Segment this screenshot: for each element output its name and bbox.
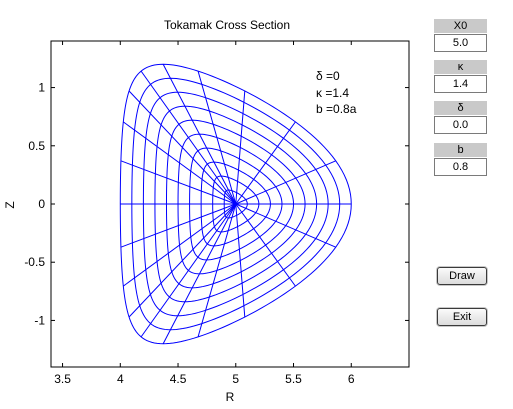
kappa-input[interactable]	[434, 75, 487, 93]
radial-ray-2	[235, 160, 336, 205]
kappa-label: κ	[434, 60, 487, 74]
draw-button[interactable]: Draw	[437, 267, 487, 285]
radial-ray-5	[197, 70, 237, 205]
y-tick-label: 0	[38, 197, 45, 211]
radial-ray-17	[197, 203, 237, 338]
radial-ray-18	[235, 203, 246, 318]
delta-input[interactable]	[434, 116, 487, 134]
radial-ray-7	[140, 70, 237, 205]
radial-ray-12	[120, 203, 236, 248]
x0-label: X0	[434, 19, 487, 33]
radial-ray-6	[162, 64, 237, 205]
b-input[interactable]	[434, 158, 487, 176]
radial-ray-13	[123, 203, 237, 287]
radial-ray-10	[120, 160, 236, 205]
x0-control: X0	[434, 19, 487, 52]
kappa-control: κ	[434, 60, 487, 93]
delta-label: δ	[434, 101, 487, 115]
delta-control: δ	[434, 101, 487, 134]
annotation-b: b =0.8a	[316, 102, 357, 116]
y-tick-label: -1	[34, 313, 45, 327]
y-tick-label: 1	[38, 81, 45, 95]
annotation-delta: δ =0	[316, 69, 340, 83]
x-tick-label: 3.5	[54, 372, 71, 386]
y-axis-ticks: 1 0.5 0 -0.5 -1	[24, 81, 409, 327]
x-axis-label: R	[226, 390, 235, 404]
x0-input[interactable]	[434, 34, 487, 52]
radial-ray-15	[140, 203, 237, 338]
x-tick-label: 4.5	[170, 372, 187, 386]
radial-ray-19	[235, 203, 296, 287]
exit-button[interactable]: Exit	[437, 308, 487, 326]
radial-ray-9	[123, 121, 237, 205]
radial-ray-16	[162, 203, 237, 344]
x-tick-label: 4	[117, 372, 124, 386]
x-tick-label: 6	[348, 372, 355, 386]
radial-ray-4	[235, 90, 246, 205]
y-tick-label: 0.5	[28, 139, 45, 153]
y-axis-label: Z	[3, 201, 17, 208]
radial-rays	[120, 64, 352, 344]
radial-ray-20	[235, 203, 336, 248]
plot-title: Tokamak Cross Section	[164, 18, 290, 32]
x-tick-label: 5	[232, 372, 239, 386]
radial-ray-14	[128, 203, 237, 318]
b-control: b	[434, 143, 487, 176]
radial-ray-3	[235, 121, 296, 205]
y-tick-label: -0.5	[24, 255, 45, 269]
radial-ray-8	[128, 90, 237, 205]
annotation-kappa: κ =1.4	[316, 86, 349, 100]
b-label: b	[434, 143, 487, 157]
x-tick-label: 5.5	[285, 372, 302, 386]
x-axis-ticks: 3.5 4 4.5 5 5.5 6	[54, 41, 355, 386]
